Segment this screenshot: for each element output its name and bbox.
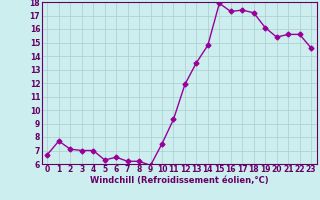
X-axis label: Windchill (Refroidissement éolien,°C): Windchill (Refroidissement éolien,°C) xyxy=(90,176,268,185)
